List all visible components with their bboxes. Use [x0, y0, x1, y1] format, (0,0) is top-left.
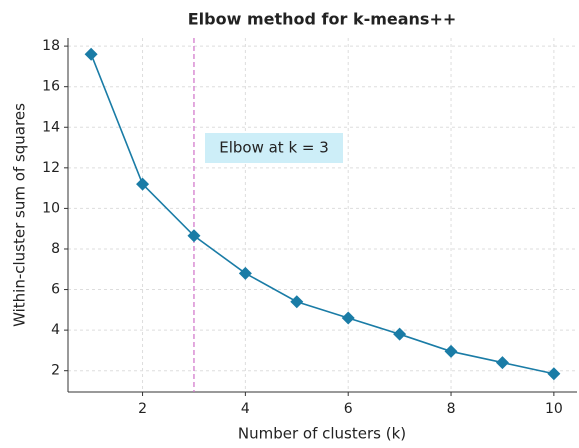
y-tick-label: 8 [51, 241, 60, 257]
point-marker [444, 344, 458, 358]
y-tick-label: 16 [42, 79, 60, 95]
y-tick-label: 2 [51, 363, 60, 379]
y-tick-label: 12 [42, 160, 60, 176]
annotation: Elbow at k = 3 [219, 139, 329, 157]
x-tick-label: 8 [447, 401, 456, 417]
y-tick-label: 4 [51, 322, 60, 338]
y-tick-label: 6 [51, 282, 60, 298]
point-marker [495, 356, 509, 370]
chart-title: Elbow method for k-means++ [188, 10, 457, 29]
point-marker [341, 311, 355, 325]
point-marker [547, 367, 561, 381]
annotation-box [205, 133, 343, 163]
point-marker [187, 229, 201, 243]
x-tick-label: 6 [344, 401, 353, 417]
x-tick-label: 2 [138, 401, 147, 417]
point-marker [136, 177, 150, 191]
x-tick-label: 10 [545, 401, 563, 417]
y-tick-label: 10 [42, 200, 60, 216]
series-line [90, 53, 555, 375]
y-axis-label: Within-cluster sum of squares [11, 103, 29, 327]
point-marker [238, 266, 252, 280]
point-marker [290, 295, 304, 309]
point-marker [84, 47, 98, 61]
y-tick-label: 14 [42, 119, 60, 135]
x-axis-label: Number of clusters (k) [238, 425, 406, 443]
point-marker [393, 327, 407, 341]
y-tick-label: 18 [42, 38, 60, 54]
x-tick-label: 4 [241, 401, 250, 417]
